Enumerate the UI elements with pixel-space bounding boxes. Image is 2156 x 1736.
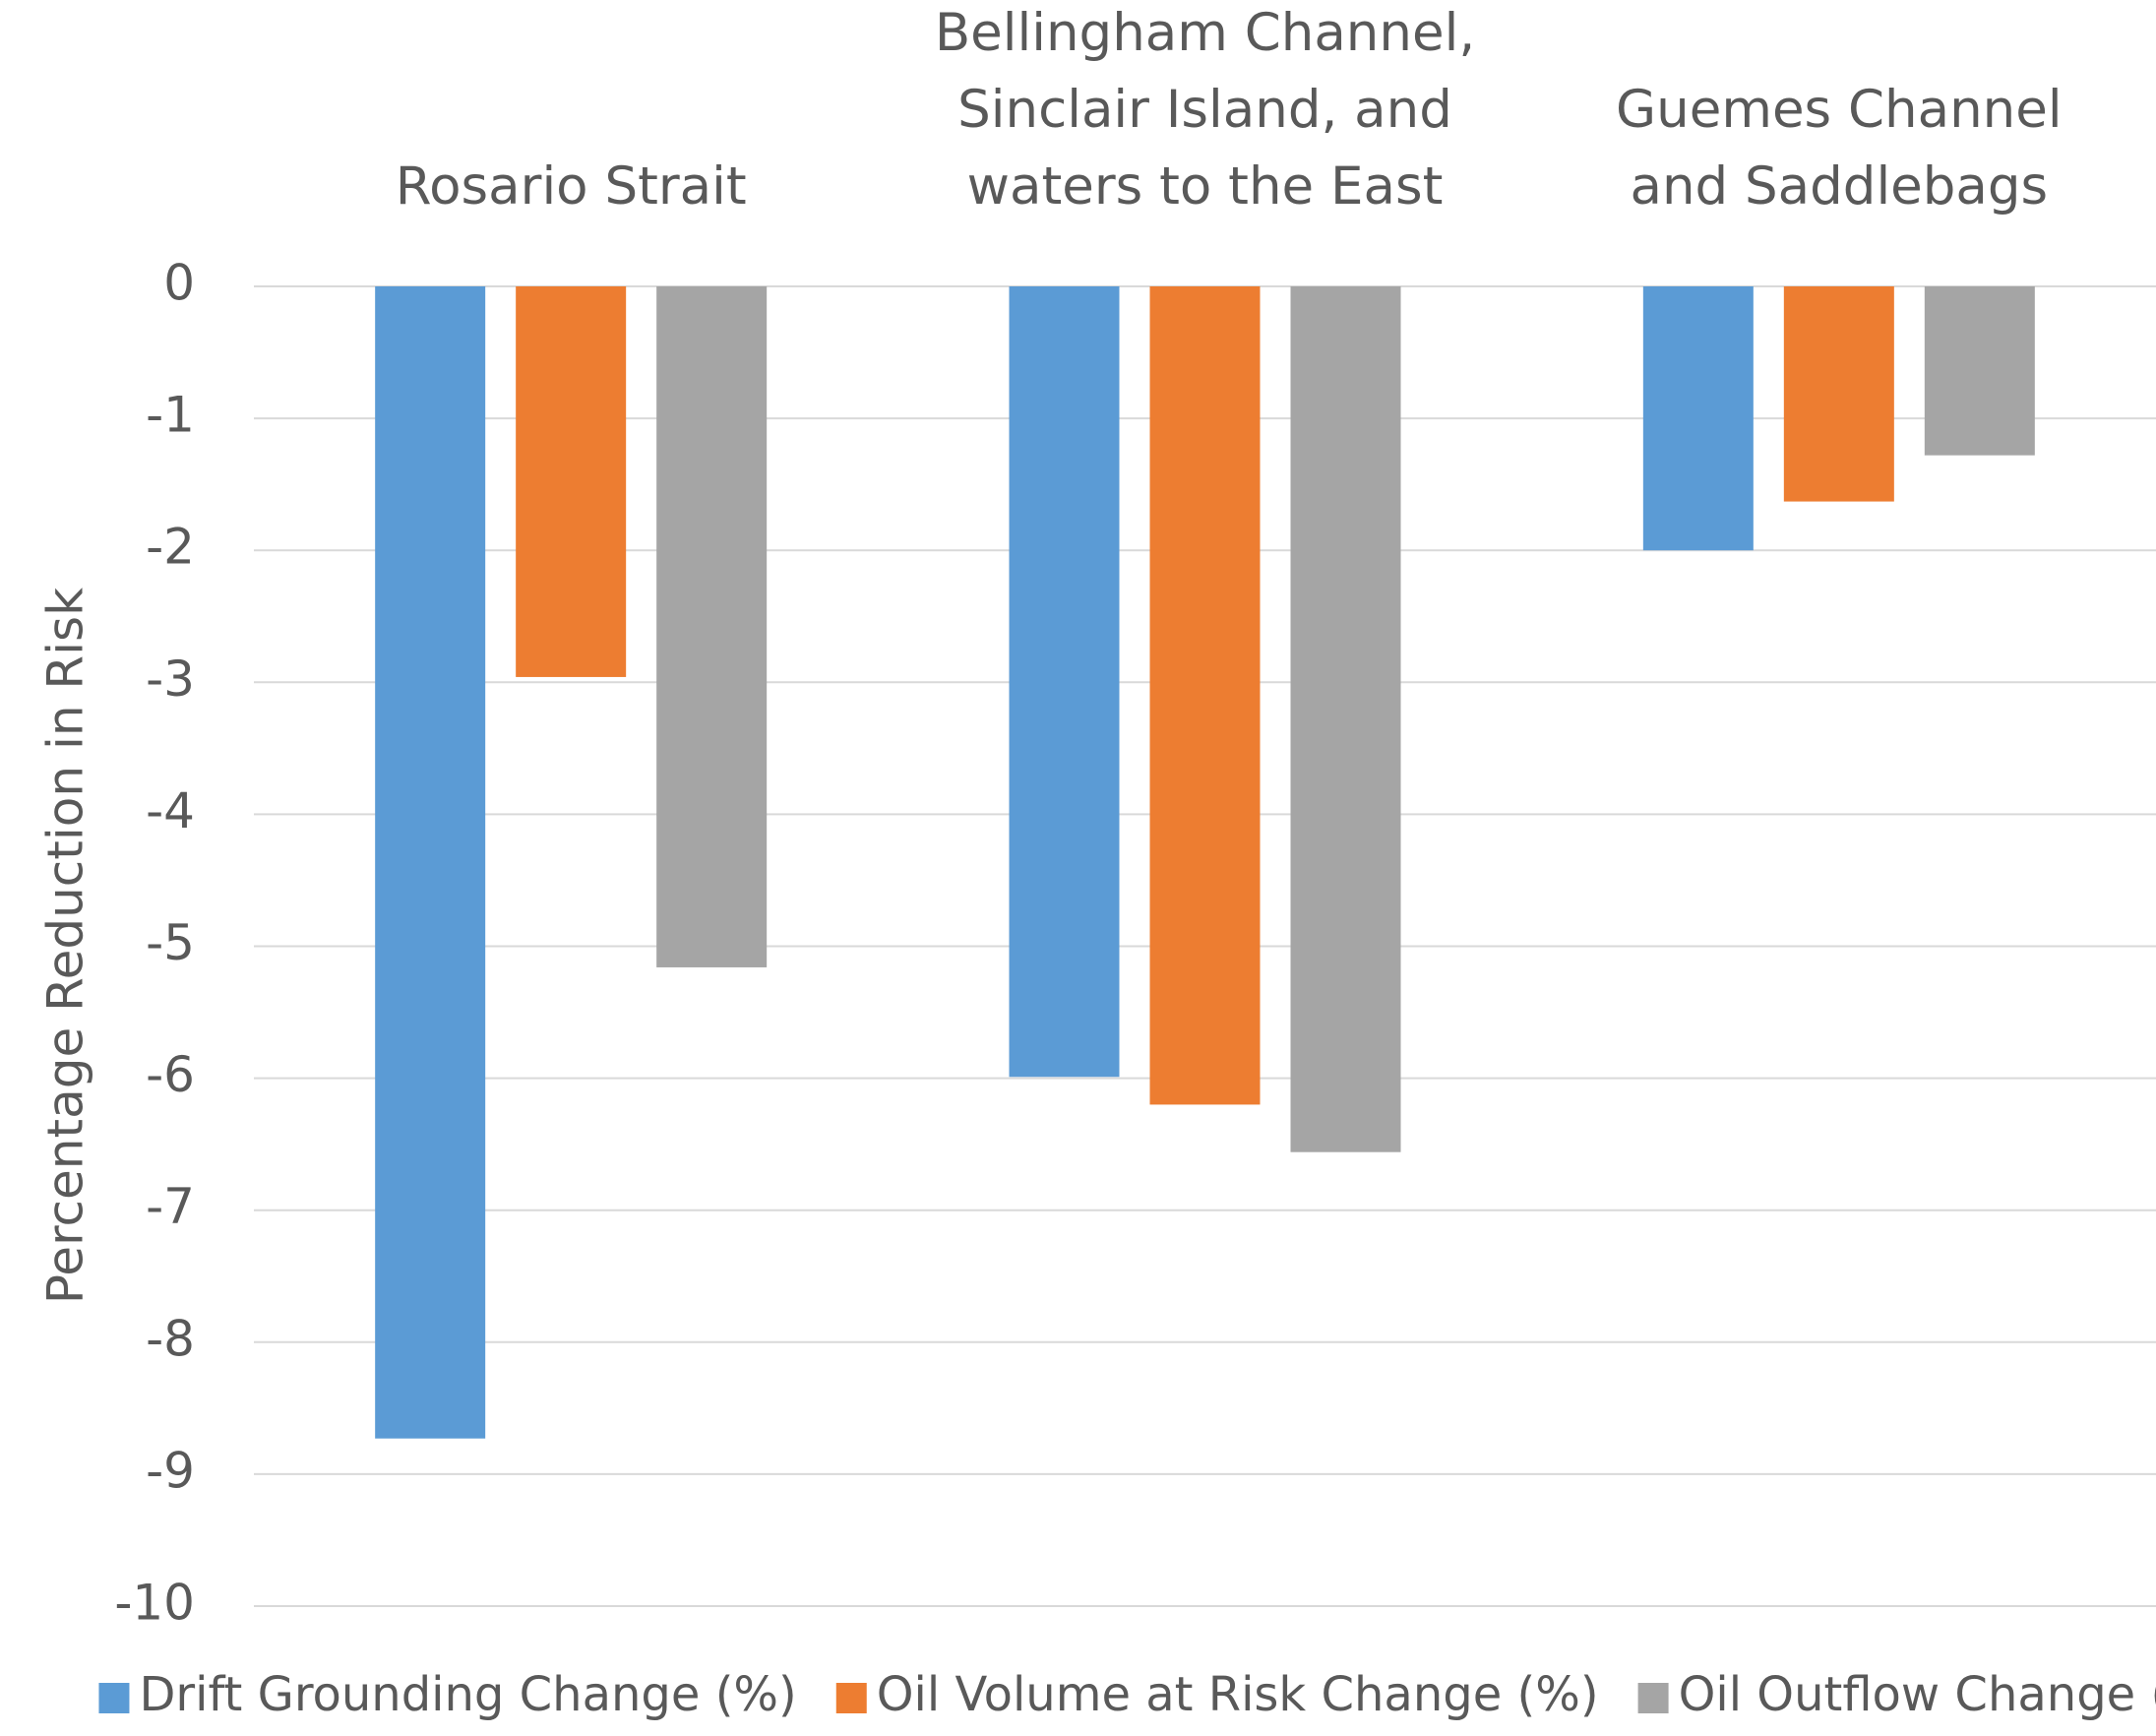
y-tick-label: 0 — [163, 255, 195, 312]
legend-swatch — [835, 1683, 867, 1713]
legend-label: Oil Outflow Change (%) — [1679, 1667, 2156, 1722]
legend-swatch — [1637, 1683, 1669, 1713]
legend-swatch — [98, 1683, 130, 1713]
y-tick-label: -3 — [146, 651, 195, 708]
bar — [1642, 286, 1754, 551]
bar — [1924, 286, 2035, 456]
x-tick-label: Bellingham Channel, Sinclair Island, and w… — [935, 3, 1475, 217]
legend-label: Oil Volume at Risk Change (%) — [877, 1667, 1599, 1722]
y-tick-label: -2 — [146, 519, 195, 576]
y-tick-label: -4 — [146, 782, 195, 839]
bar — [1783, 286, 1894, 502]
y-tick-label: -9 — [146, 1442, 195, 1499]
bar — [656, 286, 768, 967]
legend-label: Drift Grounding Change (%) — [139, 1667, 796, 1722]
bar — [1009, 286, 1120, 1078]
bar — [375, 286, 486, 1439]
y-tick-label: -1 — [146, 387, 195, 444]
y-tick-label: -10 — [114, 1575, 195, 1632]
bar — [1290, 286, 1401, 1152]
y-tick-label: -7 — [146, 1178, 195, 1235]
x-tick-label: Rosario Strait — [396, 156, 747, 217]
y-tick-label: -8 — [146, 1310, 195, 1367]
bar — [516, 286, 627, 677]
y-axis-label: Percentage Reduction in Risk — [37, 588, 94, 1304]
y-tick-label: -5 — [146, 914, 195, 971]
bar — [1149, 286, 1261, 1105]
y-tick-label: -6 — [146, 1046, 195, 1103]
x-tick-label: Guemes Channel and Saddlebags — [1616, 80, 2063, 217]
